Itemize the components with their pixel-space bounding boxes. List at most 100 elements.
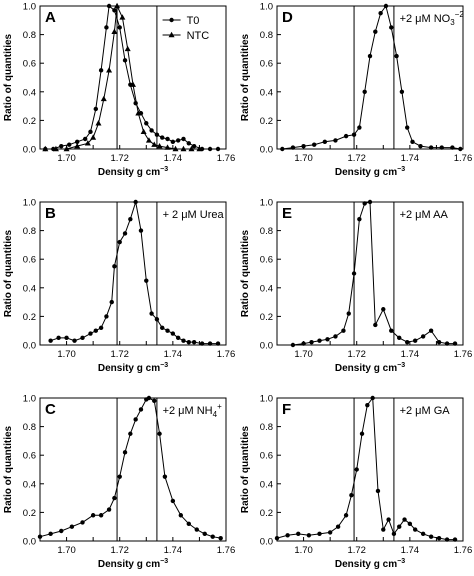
- data-point: [362, 89, 367, 95]
- data-point: [37, 534, 43, 539]
- data-point: [67, 142, 72, 147]
- data-point: [301, 341, 306, 346]
- panel-letter: D: [282, 9, 293, 26]
- data-point: [399, 89, 405, 95]
- data-point: [202, 531, 207, 537]
- panel-letter: E: [282, 205, 292, 222]
- data-point: [367, 53, 373, 59]
- data-point: [394, 53, 399, 59]
- data-point: [405, 125, 410, 130]
- y-tick-label: 0.4: [260, 283, 273, 294]
- y-tick-label: 0.4: [260, 479, 273, 490]
- data-point: [181, 136, 186, 142]
- data-point: [82, 136, 88, 142]
- data-point: [152, 398, 157, 404]
- data-point: [111, 28, 118, 34]
- plot-frame: [39, 397, 227, 542]
- data-point: [428, 534, 434, 539]
- y-tick-label: 0.0: [260, 537, 273, 548]
- data-point: [333, 334, 338, 339]
- data-point: [119, 14, 126, 20]
- legend-label: NTC: [187, 30, 210, 42]
- y-tick-label: 0.2: [23, 508, 36, 519]
- circle-marker-icon: [169, 17, 174, 23]
- panel-d: 0.0 0.2 0.4 0.6 0.8 1.0 1.70 1.72 1.74 1.76 Densit…: [240, 2, 472, 179]
- data-point: [48, 338, 53, 343]
- plot-frame: [39, 201, 227, 346]
- data-point: [95, 120, 102, 126]
- data-point: [175, 335, 181, 341]
- data-point: [452, 537, 458, 542]
- data-point: [389, 328, 394, 333]
- data-point: [69, 524, 75, 529]
- x-tick-label: 1.70: [57, 545, 76, 556]
- data-point: [146, 395, 152, 401]
- y-tick-label: 0.6: [23, 255, 36, 266]
- panel-c: 0.0 0.2 0.4 0.6 0.8 1.0 1.70 1.72 1.74 1.76 Densit…: [3, 394, 235, 571]
- series-line-t0: [50, 201, 218, 345]
- y-tick-label: 0.4: [23, 87, 36, 98]
- x-tick-label: 1.74: [401, 545, 420, 556]
- data-point: [48, 531, 53, 537]
- y-axis-label: Ratio of quantities: [3, 33, 14, 121]
- x-tick-label: 1.70: [57, 153, 76, 164]
- data-point: [397, 335, 402, 341]
- data-point: [341, 328, 346, 333]
- data-point: [186, 339, 191, 345]
- data-point: [312, 142, 317, 147]
- data-point: [93, 328, 99, 333]
- data-point: [130, 81, 136, 87]
- x-tick-label: 1.74: [401, 153, 420, 164]
- data-point: [191, 339, 197, 345]
- plot-frame: [276, 201, 464, 346]
- data-point: [439, 145, 444, 150]
- y-tick-label: 0.6: [260, 255, 273, 266]
- data-point: [149, 311, 154, 316]
- y-axis-label: Ratio of quantities: [240, 425, 251, 513]
- data-point: [280, 146, 285, 152]
- data-point: [157, 431, 162, 436]
- y-tick-label: 0.0: [23, 145, 36, 156]
- data-point: [436, 535, 442, 541]
- data-point: [381, 307, 386, 312]
- data-point: [191, 143, 197, 149]
- x-axis-label: Density g cm−3: [98, 362, 168, 374]
- data-point: [72, 338, 77, 343]
- treatment-label: +2 μM AA: [400, 209, 449, 221]
- data-point: [436, 339, 442, 345]
- data-point: [351, 271, 357, 276]
- data-point: [188, 145, 195, 152]
- data-point: [428, 145, 434, 150]
- data-point: [117, 25, 122, 30]
- data-point: [351, 132, 357, 137]
- data-point: [357, 216, 362, 222]
- data-point: [80, 335, 85, 341]
- data-point: [181, 338, 186, 343]
- data-point: [117, 239, 122, 245]
- data-point: [165, 136, 170, 142]
- data-point: [128, 216, 133, 222]
- data-point: [412, 527, 418, 532]
- data-point: [164, 144, 171, 150]
- data-point: [410, 139, 415, 145]
- data-point: [90, 134, 97, 140]
- data-point: [199, 341, 205, 346]
- data-point: [210, 534, 215, 539]
- y-tick-label: 1.0: [23, 198, 36, 209]
- data-point: [149, 128, 154, 133]
- data-point: [170, 331, 176, 336]
- x-tick-label: 1.76: [454, 349, 473, 360]
- x-tick-label: 1.70: [294, 349, 313, 360]
- data-point: [154, 317, 160, 322]
- data-point: [128, 431, 133, 436]
- data-point: [309, 339, 314, 345]
- y-tick-label: 0.4: [23, 479, 36, 490]
- data-point: [444, 537, 450, 542]
- data-point: [207, 341, 213, 346]
- x-tick-label: 1.72: [347, 153, 366, 164]
- x-tick-label: 1.76: [217, 153, 236, 164]
- data-point: [170, 498, 176, 504]
- y-tick-label: 0.8: [23, 422, 36, 433]
- data-point: [381, 527, 386, 532]
- x-axis-label: Density g cm−3: [335, 362, 405, 374]
